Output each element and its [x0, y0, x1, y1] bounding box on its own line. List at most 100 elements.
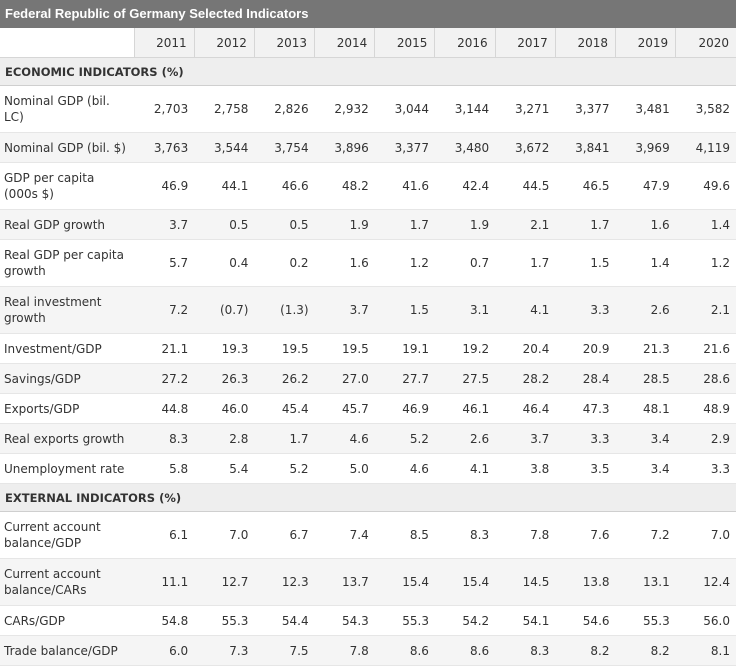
- value-cell: 28.5: [615, 363, 676, 394]
- value-cell: 27.0: [314, 363, 375, 394]
- value-cell: 54.2: [434, 605, 496, 636]
- row-label: Real GDP per capita growth: [0, 239, 135, 287]
- row-label: Nominal GDP (bil. $): [0, 132, 135, 163]
- value-cell: 3.7: [134, 209, 195, 240]
- value-cell: 3,480: [434, 132, 496, 163]
- value-cell: 28.2: [495, 363, 556, 394]
- value-cell: 6.1: [134, 511, 195, 559]
- value-cell: 1.4: [615, 239, 676, 287]
- value-cell: 5.0: [314, 453, 375, 484]
- value-cell: 14.5: [495, 558, 556, 606]
- value-cell: (0.7): [194, 286, 255, 334]
- value-cell: 7.8: [314, 635, 375, 666]
- value-cell: 3.4: [615, 423, 676, 454]
- value-cell: 21.3: [615, 333, 676, 364]
- row-label: Real exports growth: [0, 423, 135, 454]
- value-cell: 7.8: [495, 511, 556, 559]
- row-label: Current account balance/GDP: [0, 511, 135, 559]
- row-label: Current account balance/CARs: [0, 558, 135, 606]
- value-cell: 7.2: [615, 511, 676, 559]
- value-cell: 3.1: [434, 286, 496, 334]
- table-row: Savings/GDP 27.2 26.3 26.2 27.0 27.7 27.5 28.2 2…: [0, 363, 736, 394]
- value-cell: 3,377: [555, 85, 616, 133]
- value-cell: 8.3: [434, 511, 496, 559]
- value-cell: 2.1: [675, 286, 736, 334]
- value-cell: 2.9: [675, 423, 736, 454]
- table-row: GDP per capita (000s $) 46.9 44.1 46.6 48.2 4…: [0, 162, 736, 210]
- value-cell: 5.4: [194, 453, 255, 484]
- table-row: Current account balance/GDP 6.1 7.0 6.7 7.4 8…: [0, 511, 736, 559]
- value-cell: 1.6: [314, 239, 375, 287]
- value-cell: 1.6: [615, 209, 676, 240]
- value-cell: 5.7: [134, 239, 195, 287]
- value-cell: 3.7: [314, 286, 375, 334]
- value-cell: 44.8: [134, 393, 195, 424]
- value-cell: 2.1: [495, 209, 556, 240]
- value-cell: 7.4: [314, 511, 375, 559]
- value-cell: 0.5: [194, 209, 255, 240]
- value-cell: 8.5: [374, 511, 435, 559]
- value-cell: 7.5: [254, 635, 315, 666]
- year-header: 2015: [374, 28, 435, 58]
- value-cell: 3,754: [254, 132, 315, 163]
- value-cell: 3,672: [495, 132, 556, 163]
- value-cell: 54.1: [495, 605, 556, 636]
- value-cell: 48.9: [675, 393, 736, 424]
- value-cell: 3.5: [555, 453, 616, 484]
- value-cell: 19.5: [314, 333, 375, 364]
- value-cell: 2.6: [434, 423, 496, 454]
- value-cell: 8.6: [374, 635, 435, 666]
- row-label: Exports/GDP: [0, 393, 135, 424]
- year-header: 2013: [253, 28, 315, 58]
- value-cell: 4.6: [314, 423, 375, 454]
- value-cell: 2,703: [134, 85, 195, 133]
- table-row: CARs/GDP 54.8 55.3 54.4 54.3 55.3 54.2 54.1 54.6…: [0, 605, 736, 636]
- value-cell: 47.3: [555, 393, 616, 424]
- value-cell: 2,826: [254, 85, 315, 133]
- value-cell: 44.1: [194, 162, 255, 210]
- value-cell: 46.0: [194, 393, 255, 424]
- value-cell: 3,763: [134, 132, 195, 163]
- value-cell: 7.2: [134, 286, 195, 334]
- header-corner: [0, 28, 135, 58]
- value-cell: 1.4: [675, 209, 736, 240]
- year-header: 2018: [554, 28, 616, 58]
- table-row: Nominal GDP (bil. $) 3,763 3,544 3,754 3,896…: [0, 132, 736, 163]
- value-cell: 4.1: [495, 286, 556, 334]
- table-row: Real exports growth 8.3 2.8 1.7 4.6 5.2 2.6 3.7…: [0, 423, 736, 454]
- value-cell: 54.3: [314, 605, 375, 636]
- value-cell: 0.4: [194, 239, 255, 287]
- value-cell: 4.1: [434, 453, 496, 484]
- table-row: Investment/GDP 21.1 19.3 19.5 19.5 19.1 19.2 20…: [0, 333, 736, 364]
- value-cell: 19.2: [434, 333, 496, 364]
- value-cell: 8.1: [675, 635, 736, 666]
- value-cell: 55.3: [374, 605, 435, 636]
- row-label: Nominal GDP (bil. LC): [0, 85, 135, 133]
- table-row: Exports/GDP 44.8 46.0 45.4 45.7 46.9 46.1 46.4 4…: [0, 393, 736, 424]
- value-cell: 49.6: [675, 162, 736, 210]
- value-cell: 26.3: [194, 363, 255, 394]
- value-cell: 3.3: [675, 453, 736, 484]
- value-cell: 20.4: [495, 333, 556, 364]
- value-cell: 3.4: [615, 453, 676, 484]
- value-cell: 1.5: [374, 286, 435, 334]
- value-cell: (1.3): [254, 286, 315, 334]
- value-cell: 19.3: [194, 333, 255, 364]
- value-cell: 12.7: [194, 558, 255, 606]
- value-cell: 8.3: [495, 635, 556, 666]
- section-header-row: EXTERNAL INDICATORS (%): [0, 483, 736, 512]
- value-cell: 44.5: [495, 162, 556, 210]
- year-header: 2014: [314, 28, 375, 58]
- value-cell: 3.7: [495, 423, 556, 454]
- table-row: Trade balance/GDP 6.0 7.3 7.5 7.8 8.6 8.6 8.3 8.…: [0, 635, 736, 666]
- value-cell: 3,481: [615, 85, 676, 133]
- row-label: Unemployment rate: [0, 453, 135, 484]
- value-cell: 11.1: [134, 558, 195, 606]
- value-cell: 0.5: [254, 209, 315, 240]
- value-cell: 13.1: [615, 558, 676, 606]
- value-cell: 1.7: [495, 239, 556, 287]
- value-cell: 4.6: [374, 453, 435, 484]
- value-cell: 7.0: [194, 511, 255, 559]
- value-cell: 0.7: [434, 239, 496, 287]
- value-cell: 55.3: [194, 605, 255, 636]
